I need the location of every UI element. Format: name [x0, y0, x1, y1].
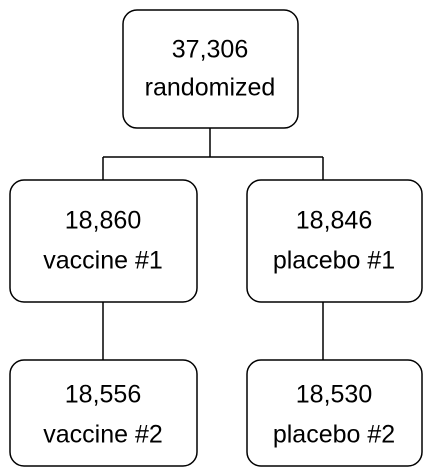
node-count: 18,530 — [296, 381, 372, 409]
node-box — [246, 359, 423, 467]
node-box — [9, 179, 198, 303]
node-box — [9, 359, 198, 467]
node-label: placebo #1 — [273, 247, 395, 275]
node-label: placebo #2 — [273, 421, 395, 449]
node-box — [246, 179, 423, 303]
node-count: 18,846 — [296, 207, 372, 235]
node-label: vaccine #1 — [43, 247, 163, 275]
node-label: vaccine #2 — [43, 421, 163, 449]
node-count: 18,556 — [65, 381, 141, 409]
node-count: 18,860 — [65, 207, 141, 235]
node-count: 37,306 — [172, 36, 248, 64]
node-box — [122, 9, 299, 129]
node-label: randomized — [145, 74, 276, 102]
